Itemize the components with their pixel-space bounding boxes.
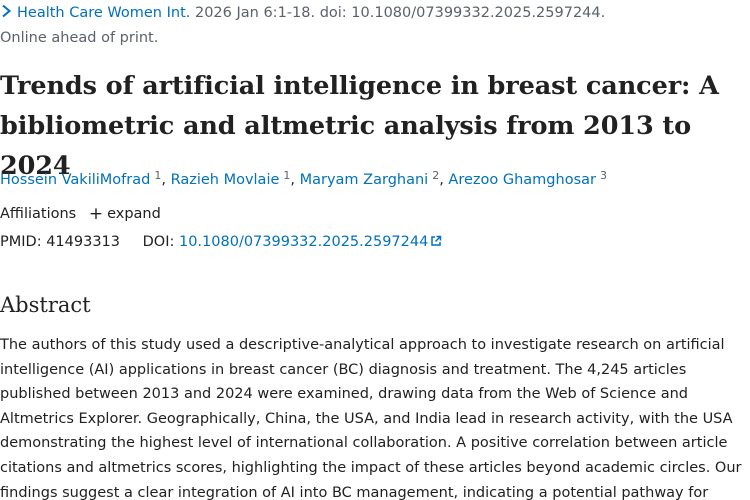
abstract-text: The authors of this study used a descrip… — [0, 337, 742, 500]
author-item: Hossein VakiliMofrad 1 — [0, 169, 162, 188]
affiliations-row: Affiliations + expand — [0, 203, 161, 225]
author-separator: , — [161, 172, 171, 188]
journal-link[interactable]: Health Care Women Int. — [0, 4, 191, 21]
author-affiliation-ref[interactable]: 1 — [154, 169, 162, 182]
author-link[interactable]: Arezoo Ghamghosar — [448, 172, 596, 188]
pmid-value: 41493313 — [46, 234, 121, 250]
author-link[interactable]: Maryam Zarghani — [299, 172, 429, 188]
author-item: Arezoo Ghamghosar 3 — [448, 169, 607, 188]
abstract-heading: Abstract — [0, 293, 91, 317]
citation-details: 2026 Jan 6:1-18. doi: 10.1080/07399332.2… — [194, 5, 606, 21]
plus-icon: + — [88, 204, 104, 224]
author-affiliation-ref[interactable]: 3 — [599, 169, 607, 182]
author-affiliation-ref[interactable]: 1 — [283, 169, 291, 182]
affiliations-label: Affiliations — [0, 206, 77, 222]
doi-value[interactable]: 10.1080/07399332.2025.2597244 — [178, 234, 429, 250]
author-separator: , — [290, 172, 300, 188]
author-item: Maryam Zarghani 2 — [299, 169, 440, 188]
doi-label: DOI: — [142, 234, 175, 250]
author-separator: , — [439, 172, 449, 188]
expand-affiliations-button[interactable]: + expand — [88, 204, 161, 224]
expand-label[interactable]: expand — [107, 206, 161, 222]
citation-line: Health Care Women Int. 2026 Jan 6:1-18. … — [0, 2, 605, 24]
pmid-label: PMID: — [0, 234, 42, 250]
article-title: Trends of artificial intelligence in bre… — [0, 71, 719, 181]
external-link-icon — [431, 235, 442, 246]
author-link[interactable]: Razieh Movlaie — [170, 172, 280, 188]
authors-list: Hossein VakiliMofrad 1, Razieh Movlaie 1, … — [0, 165, 607, 191]
author-affiliation-ref[interactable]: 2 — [432, 169, 440, 182]
author-item: Razieh Movlaie 1 — [170, 169, 291, 188]
publication-status: Online ahead of print. — [0, 30, 159, 46]
doi-link[interactable]: 10.1080/07399332.2025.2597244 — [179, 234, 442, 250]
chevron-right-icon — [2, 4, 12, 18]
author-link[interactable]: Hossein VakiliMofrad — [0, 172, 151, 188]
identifiers-row: PMID: 41493313 DOI: 10.1080/07399332.202… — [0, 231, 442, 253]
journal-name[interactable]: Health Care Women Int. — [17, 5, 191, 21]
